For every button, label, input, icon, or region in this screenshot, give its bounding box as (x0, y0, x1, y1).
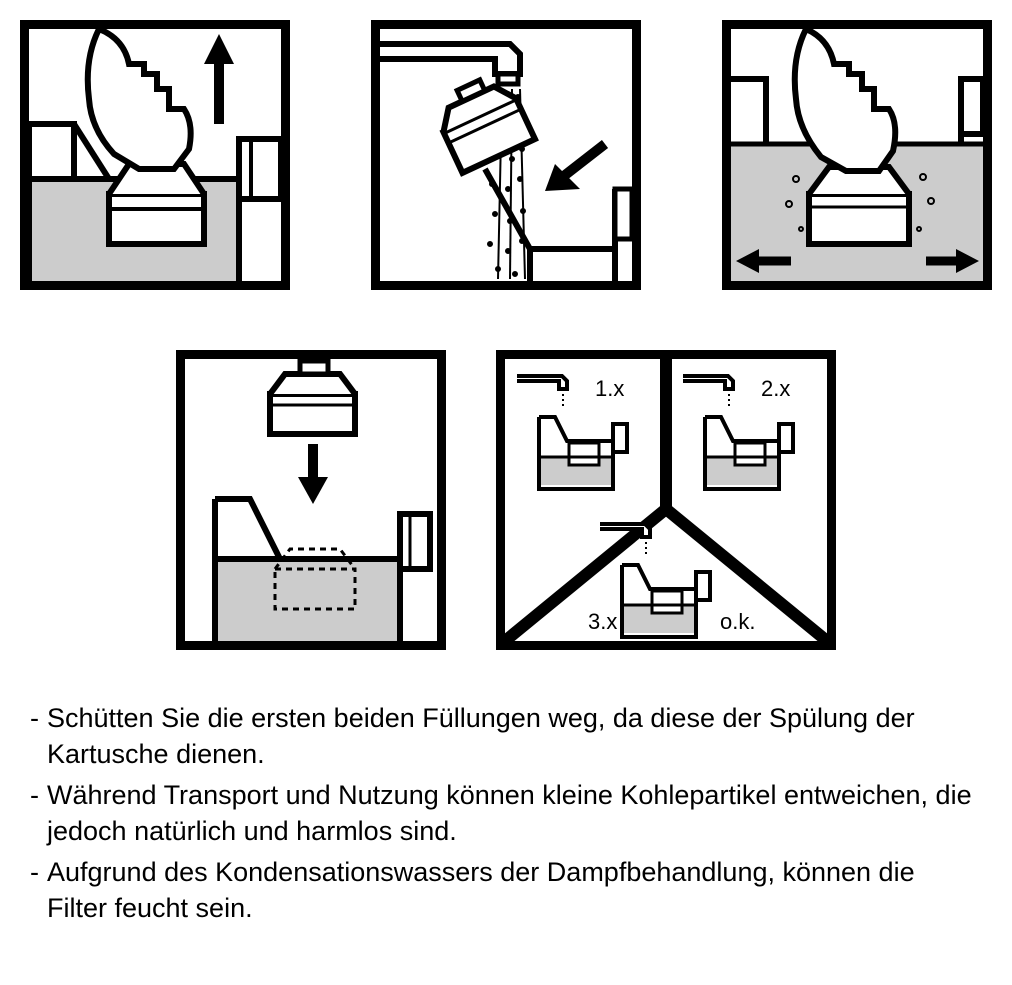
instruction-item: - Während Transport und Nutzung können k… (30, 777, 982, 850)
panel-step3 (722, 20, 992, 290)
panel-step2 (371, 20, 641, 290)
step4-illustration (185, 359, 437, 641)
panel-step5: 1.x 2.x (496, 350, 836, 650)
label-3x: 3.x (588, 609, 617, 634)
step1-illustration (29, 29, 281, 281)
step3-illustration (731, 29, 983, 281)
top-row (20, 20, 992, 290)
bullet-dash: - (30, 700, 39, 773)
label-ok: o.k. (720, 609, 755, 634)
label-2x: 2.x (761, 376, 790, 401)
instruction-text: Schütten Sie die ersten beiden Füllungen… (47, 700, 982, 773)
label-1x: 1.x (595, 376, 624, 401)
instructions-list: - Schütten Sie die ersten beiden Füllung… (20, 700, 992, 927)
panel-step1 (20, 20, 290, 290)
bullet-dash: - (30, 854, 39, 927)
instruction-item: - Aufgrund des Kondensationswassers der … (30, 854, 982, 927)
bottom-row: 1.x 2.x (20, 350, 992, 650)
step2-illustration (380, 29, 632, 281)
instruction-item: - Schütten Sie die ersten beiden Füllung… (30, 700, 982, 773)
instruction-text: Aufgrund des Kondensationswassers der Da… (47, 854, 982, 927)
instruction-text: Während Transport und Nutzung können kle… (47, 777, 982, 850)
bullet-dash: - (30, 777, 39, 850)
panel-step4 (176, 350, 446, 650)
step5-illustration: 1.x 2.x (505, 359, 827, 641)
